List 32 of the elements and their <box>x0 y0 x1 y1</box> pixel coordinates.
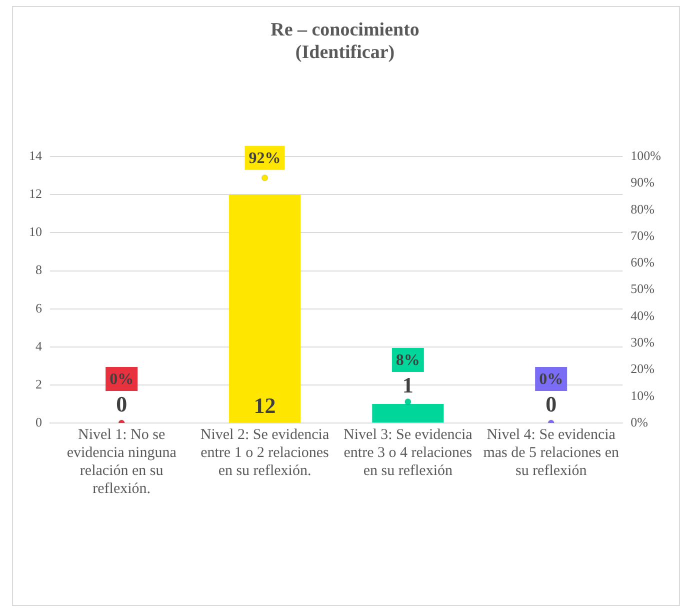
data-label: 1 <box>402 372 414 398</box>
chart-title: Re – conocimiento (Identificar) <box>270 19 420 64</box>
y-tick-label: 6 <box>36 300 42 316</box>
data-label: 0 <box>116 392 128 417</box>
data-label: 92% <box>248 150 281 168</box>
y2-tick-label: 80% <box>630 201 655 216</box>
y-tick-label: 8 <box>36 262 42 278</box>
x-tick-label: Nivel 3: Se evidencia entre 3 o 4 relaciones en su reflexión <box>344 426 473 479</box>
y2-tick-label: 70% <box>630 228 655 243</box>
y-tick-label: 12 <box>29 186 42 202</box>
y-tick-label: 0 <box>36 414 42 430</box>
y2-tick-label: 20% <box>630 361 655 376</box>
y2-tick-label: 0% <box>630 414 648 430</box>
y-tick-label: 4 <box>36 338 42 354</box>
y2-tick-label: 50% <box>630 281 655 296</box>
y2-tick-label: 60% <box>630 254 655 270</box>
data-label: 0% <box>110 371 134 388</box>
y2-tick-label: 10% <box>630 388 655 403</box>
y2-tick-label: 40% <box>630 308 655 323</box>
x-tick-label: Nivel 2: Se evidencia entre 1 o 2 relaciones en su reflexión. <box>200 426 330 479</box>
y2-tick-label: 100% <box>630 148 662 164</box>
x-tick-label: Nivel 1: No se evidencia ninguna relación en su reflexión. <box>66 426 177 497</box>
x-tick-label: Nivel 4: Se evidencia mas de 5 relaciones en su reflexión <box>483 426 620 479</box>
y-tick-label: 10 <box>29 224 42 240</box>
data-label: 8% <box>396 352 420 370</box>
data-label: 0 <box>546 392 557 417</box>
y2-tick-label: 90% <box>630 174 655 190</box>
y-tick-label: 14 <box>29 148 42 164</box>
y2-tick-label: 30% <box>630 334 655 350</box>
data-label: 12 <box>254 393 276 418</box>
data-label: 0% <box>539 371 564 388</box>
y-tick-label: 2 <box>36 376 42 392</box>
